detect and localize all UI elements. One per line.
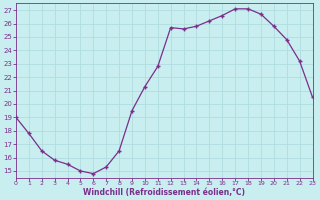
X-axis label: Windchill (Refroidissement éolien,°C): Windchill (Refroidissement éolien,°C) [83,188,245,197]
